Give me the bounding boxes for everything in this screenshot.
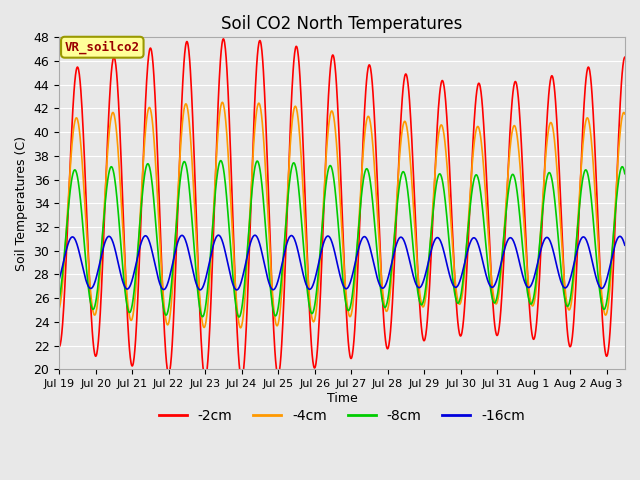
-8cm xyxy=(168,282,175,288)
-16cm xyxy=(621,242,628,248)
Line: -8cm: -8cm xyxy=(59,161,625,317)
-8cm xyxy=(55,297,63,303)
-2cm xyxy=(218,39,226,45)
-8cm xyxy=(547,172,554,178)
Line: -4cm: -4cm xyxy=(59,102,625,328)
Legend: -2cm, -4cm, -8cm, -16cm: -2cm, -4cm, -8cm, -16cm xyxy=(154,404,531,429)
-4cm xyxy=(237,325,244,331)
-2cm xyxy=(220,36,227,42)
-8cm xyxy=(484,263,492,269)
-4cm xyxy=(168,300,175,306)
-16cm xyxy=(233,287,241,293)
X-axis label: Time: Time xyxy=(326,392,357,405)
-2cm xyxy=(271,341,278,347)
-8cm xyxy=(157,282,164,288)
-2cm xyxy=(168,354,175,360)
-2cm xyxy=(547,76,554,82)
-16cm xyxy=(157,283,164,289)
-8cm xyxy=(217,158,225,164)
-2cm xyxy=(55,344,63,349)
-4cm xyxy=(547,120,554,125)
-4cm xyxy=(219,100,227,106)
Text: VR_soilco2: VR_soilco2 xyxy=(65,40,140,54)
Line: -2cm: -2cm xyxy=(59,39,625,379)
-4cm xyxy=(271,312,278,318)
-4cm xyxy=(55,306,63,312)
Title: Soil CO2 North Temperatures: Soil CO2 North Temperatures xyxy=(221,15,463,33)
-2cm xyxy=(238,376,246,382)
-8cm xyxy=(236,314,243,320)
-16cm xyxy=(219,240,227,245)
-16cm xyxy=(168,266,175,272)
-16cm xyxy=(547,240,554,245)
-4cm xyxy=(157,253,164,259)
-8cm xyxy=(621,171,628,177)
-4cm xyxy=(484,227,492,232)
-2cm xyxy=(621,54,628,60)
-16cm xyxy=(271,286,278,292)
-8cm xyxy=(271,312,278,318)
Line: -16cm: -16cm xyxy=(59,235,625,290)
-4cm xyxy=(218,99,226,105)
Y-axis label: Soil Temperatures (C): Soil Temperatures (C) xyxy=(15,136,28,271)
-16cm xyxy=(214,232,222,238)
-16cm xyxy=(484,278,492,284)
-2cm xyxy=(157,240,164,246)
-8cm xyxy=(219,162,227,168)
-2cm xyxy=(484,204,492,210)
-4cm xyxy=(621,111,628,117)
-16cm xyxy=(55,276,63,282)
